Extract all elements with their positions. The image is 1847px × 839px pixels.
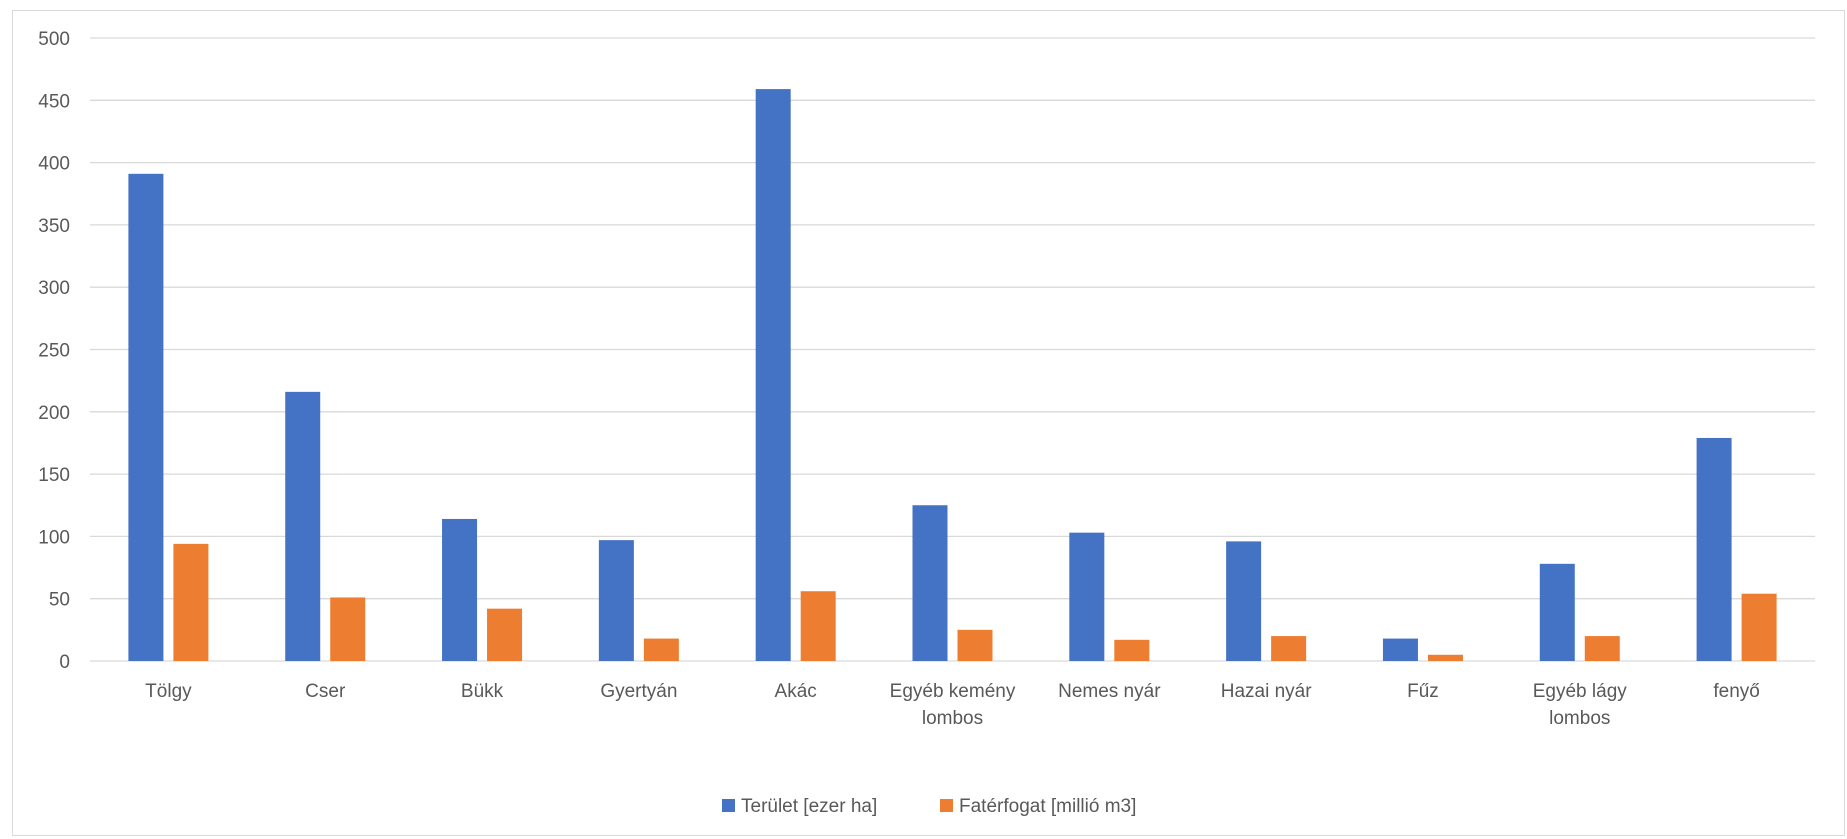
bar-faterfogat [1427, 654, 1463, 661]
y-tick-label: 50 [49, 590, 70, 611]
y-tick-label: 100 [38, 527, 70, 548]
bar-terulet [285, 391, 321, 661]
x-tick-label: lombos [922, 708, 983, 729]
bar-faterfogat [800, 591, 836, 661]
bar-terulet [128, 173, 164, 661]
y-tick-label: 0 [59, 652, 70, 673]
x-tick-label: Tölgy [145, 681, 192, 702]
x-tick-label: Fűz [1407, 681, 1439, 702]
x-tick-label: Gyertyán [600, 681, 677, 702]
y-tick-label: 250 [38, 341, 70, 362]
y-tick-label: 150 [38, 465, 70, 486]
x-tick-label: Nemes nyár [1058, 681, 1161, 702]
bar-faterfogat [957, 629, 993, 661]
bar-terulet [1226, 541, 1262, 661]
y-tick-label: 200 [38, 403, 70, 424]
legend-swatch [940, 799, 953, 812]
bar-faterfogat [643, 638, 679, 661]
x-tick-label: Hazai nyár [1221, 681, 1312, 702]
bar-terulet [1382, 638, 1418, 661]
bar-terulet [755, 89, 791, 661]
y-axis: 0 50 100 150 200 250 300 350 400 450 500 [38, 29, 70, 673]
y-tick-label: 500 [38, 29, 70, 50]
y-tick-label: 300 [38, 278, 70, 299]
x-tick-label: Akác [775, 681, 817, 702]
bar-terulet [912, 505, 948, 661]
bar-terulet [1696, 437, 1732, 661]
legend-label: Fatérfogat [millió m3] [959, 796, 1136, 817]
bar-faterfogat [173, 543, 209, 661]
bar-faterfogat [1271, 636, 1307, 661]
bar-faterfogat [1114, 639, 1150, 661]
y-tick-label: 450 [38, 91, 70, 112]
x-tick-label: Bükk [461, 681, 504, 702]
bar-faterfogat [1584, 636, 1620, 661]
y-tick-label: 400 [38, 154, 70, 175]
x-tick-label: Egyéb lágy [1533, 681, 1628, 702]
bars [128, 89, 1777, 661]
x-tick-label: fenyő [1713, 681, 1759, 702]
bar-faterfogat [1741, 593, 1777, 661]
bar-terulet [442, 518, 478, 661]
x-tick-label: Egyéb kemény [890, 681, 1016, 702]
bar-faterfogat [487, 608, 523, 661]
bar-terulet [1069, 532, 1105, 661]
gridlines [90, 37, 1815, 662]
x-axis: Tölgy Cser Bükk Gyertyán Akác Egyéb kemény lom… [145, 681, 1760, 729]
legend-label: Terület [ezer ha] [741, 796, 877, 817]
x-tick-label: lombos [1549, 708, 1610, 729]
y-tick-label: 350 [38, 216, 70, 237]
bar-terulet [598, 540, 634, 661]
legend-swatch [722, 799, 735, 812]
bar-faterfogat [330, 597, 366, 661]
bar-terulet [1539, 563, 1575, 661]
legend: Terület [ezer ha] Fatérfogat [millió m3] [722, 796, 1136, 817]
x-tick-label: Cser [305, 681, 346, 702]
